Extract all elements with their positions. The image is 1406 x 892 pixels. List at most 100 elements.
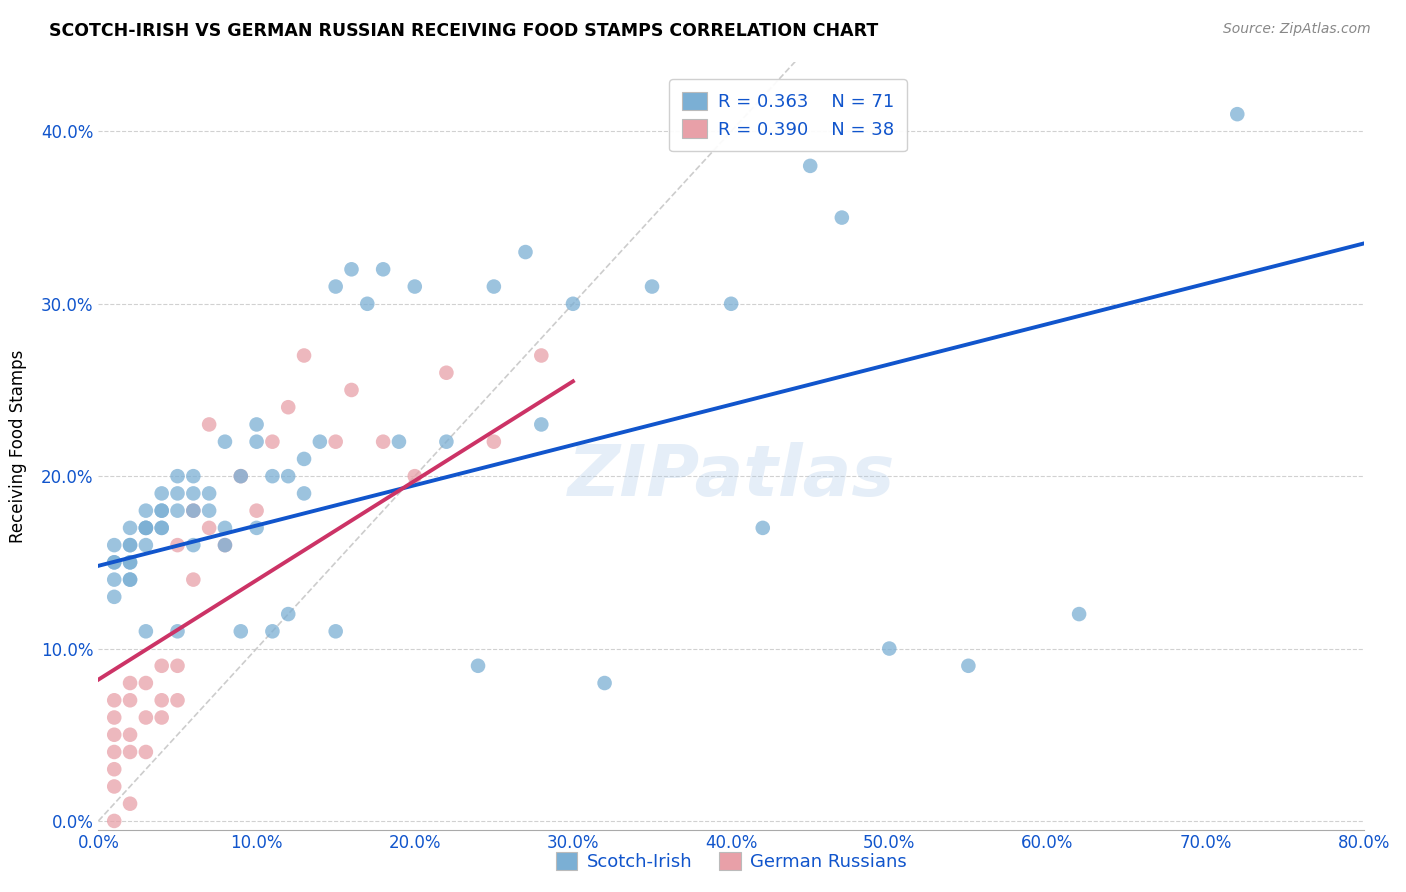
Point: [292, 349, 315, 363]
Point: [515, 245, 537, 260]
Point: [482, 434, 505, 449]
Point: [135, 521, 157, 535]
Point: [183, 573, 205, 587]
Point: [166, 486, 188, 500]
Point: [198, 503, 221, 517]
Point: [103, 780, 125, 794]
Point: [120, 693, 141, 707]
Point: [120, 573, 141, 587]
Point: [166, 624, 188, 639]
Point: [166, 538, 188, 552]
Point: [166, 503, 188, 517]
Point: [166, 469, 188, 483]
Point: [277, 401, 299, 415]
Point: [309, 434, 332, 449]
Point: [150, 710, 173, 724]
Point: [103, 745, 125, 759]
Point: [198, 486, 221, 500]
Point: [262, 469, 284, 483]
Point: [561, 297, 585, 311]
Point: [262, 434, 284, 449]
Point: [120, 797, 141, 811]
Point: [150, 658, 173, 673]
Point: [325, 279, 347, 293]
Point: [1067, 607, 1090, 621]
Point: [340, 383, 363, 397]
Point: [831, 211, 853, 225]
Point: [120, 555, 141, 569]
Point: [292, 486, 315, 500]
Point: [720, 297, 742, 311]
Point: [103, 762, 125, 776]
Point: [103, 814, 125, 828]
Point: [277, 607, 299, 621]
Point: [135, 624, 157, 639]
Point: [120, 521, 141, 535]
Point: [799, 159, 821, 173]
Point: [371, 434, 394, 449]
Point: [103, 728, 125, 742]
Point: [135, 538, 157, 552]
Point: [229, 469, 252, 483]
Point: [214, 538, 236, 552]
Point: [103, 573, 125, 587]
Point: [183, 503, 205, 517]
Point: [103, 555, 125, 569]
Point: [388, 434, 411, 449]
Point: [957, 658, 980, 673]
Point: [325, 434, 347, 449]
Point: [103, 710, 125, 724]
Point: [120, 745, 141, 759]
Y-axis label: Receiving Food Stamps: Receiving Food Stamps: [10, 350, 27, 542]
Point: [246, 417, 269, 432]
Legend: Scotch-Irish, German Russians: Scotch-Irish, German Russians: [548, 846, 914, 879]
Point: [436, 366, 458, 380]
Point: [135, 521, 157, 535]
Point: [166, 693, 188, 707]
Point: [135, 710, 157, 724]
Point: [120, 538, 141, 552]
Point: [246, 434, 269, 449]
Point: [103, 538, 125, 552]
Point: [229, 469, 252, 483]
Point: [262, 624, 284, 639]
Point: [482, 279, 505, 293]
Point: [166, 658, 188, 673]
Point: [530, 349, 553, 363]
Point: [120, 573, 141, 587]
Point: [593, 676, 616, 690]
Point: [214, 538, 236, 552]
Text: ZIPatlas: ZIPatlas: [568, 442, 894, 511]
Point: [371, 262, 394, 277]
Point: [103, 590, 125, 604]
Point: [135, 503, 157, 517]
Point: [120, 728, 141, 742]
Point: [198, 417, 221, 432]
Point: [135, 745, 157, 759]
Point: [277, 469, 299, 483]
Point: [530, 417, 553, 432]
Point: [183, 469, 205, 483]
Point: [150, 693, 173, 707]
Point: [751, 521, 773, 535]
Point: [150, 521, 173, 535]
Point: [198, 521, 221, 535]
Point: [467, 658, 489, 673]
Point: [103, 555, 125, 569]
Point: [150, 503, 173, 517]
Point: [135, 676, 157, 690]
Point: [150, 486, 173, 500]
Legend: R = 0.363    N = 71, R = 0.390    N = 38: R = 0.363 N = 71, R = 0.390 N = 38: [669, 79, 907, 152]
Point: [340, 262, 363, 277]
Point: [246, 503, 269, 517]
Point: [120, 538, 141, 552]
Point: [436, 434, 458, 449]
Point: [103, 693, 125, 707]
Point: [135, 521, 157, 535]
Point: [150, 521, 173, 535]
Point: [1226, 107, 1249, 121]
Point: [292, 451, 315, 466]
Point: [404, 469, 426, 483]
Point: [877, 641, 900, 656]
Point: [183, 538, 205, 552]
